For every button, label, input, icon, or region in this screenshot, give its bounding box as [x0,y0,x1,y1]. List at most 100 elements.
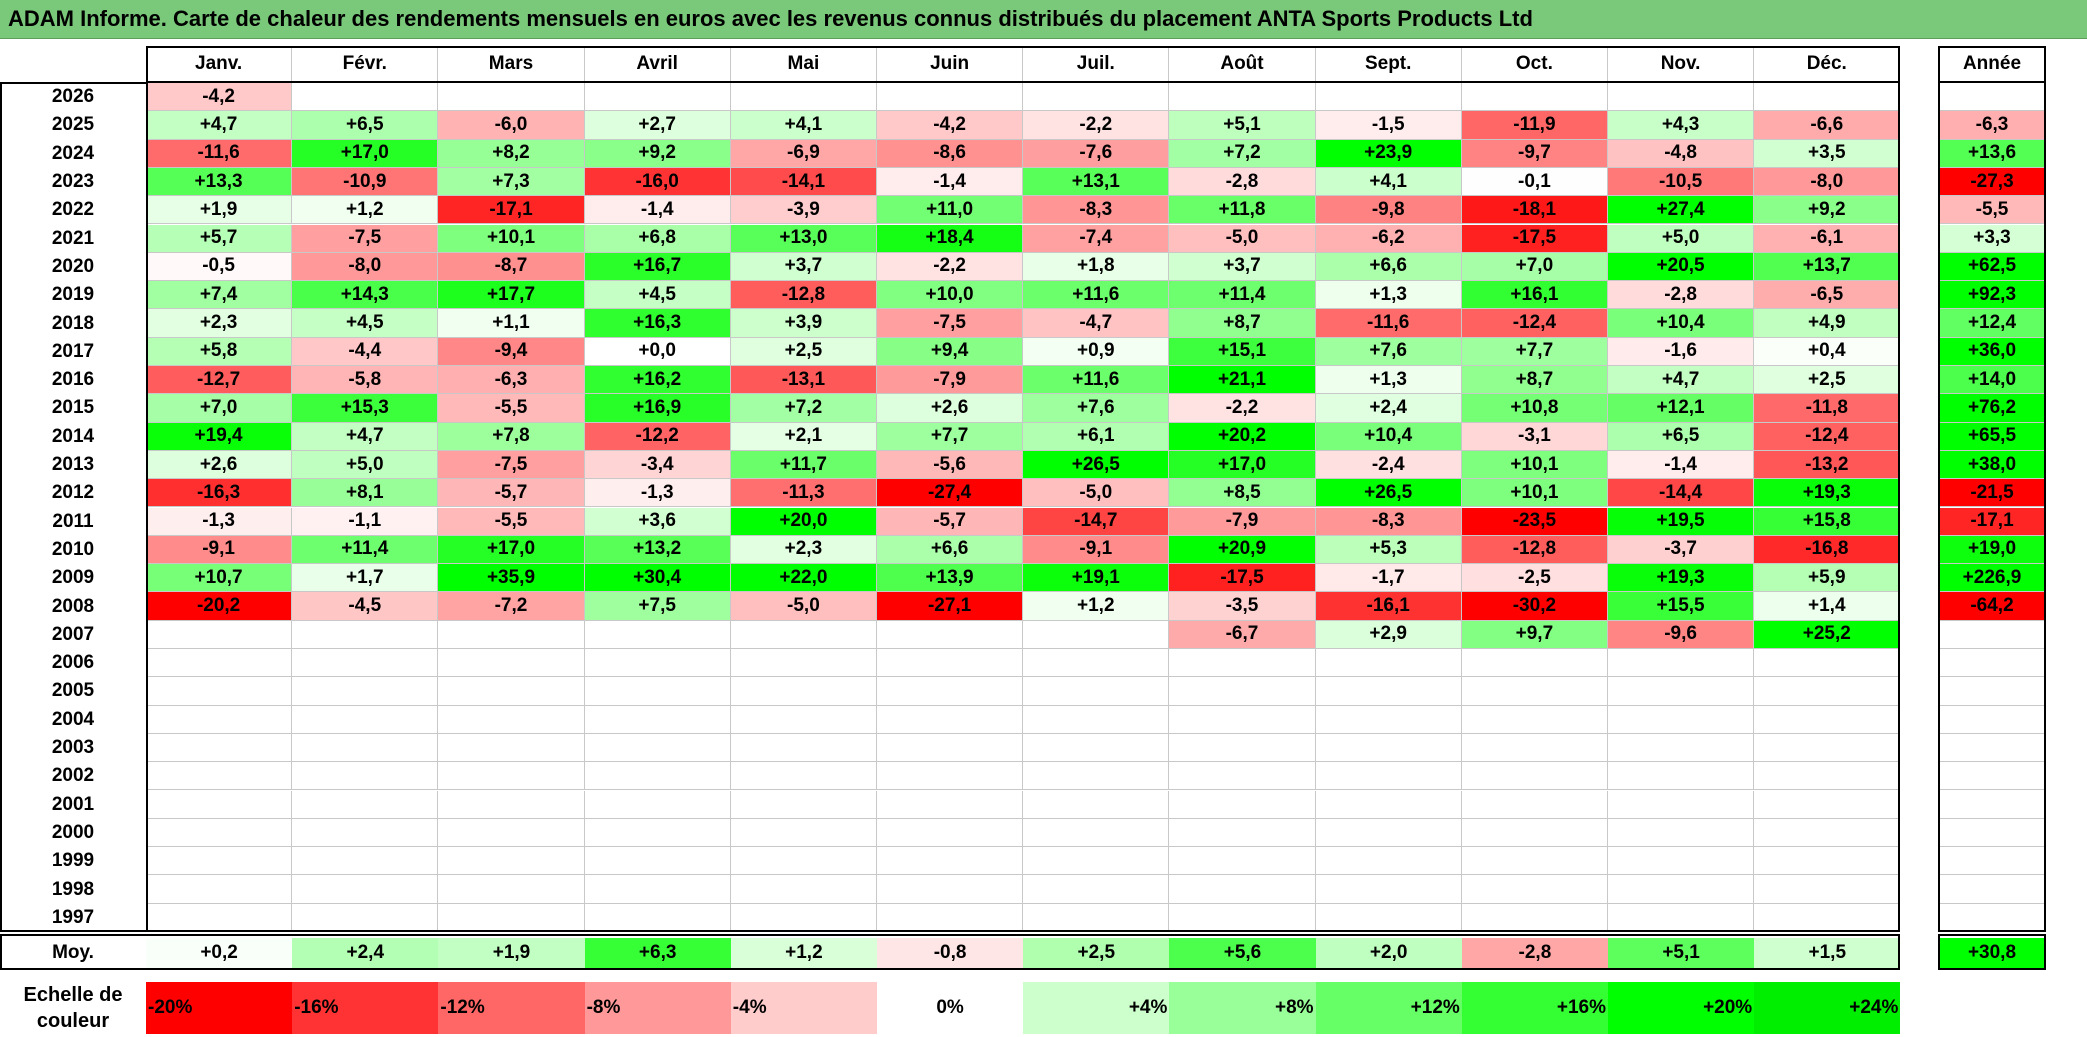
heatmap-cell: +3,7 [730,252,877,282]
heatmap-cell: +4,7 [292,422,439,451]
year-label: 2022 [51,199,95,221]
heatmap-cell [1608,903,1755,932]
color-scale-label-line1: Echelle de [23,984,123,1006]
heatmap-cell [438,705,585,734]
heatmap-cell [730,620,877,649]
heatmap-cell: +8,7 [1461,366,1608,395]
heatmap-cell: +16,2 [584,366,731,395]
heatmap-cell [438,847,585,876]
heatmap-cell: +11,7 [730,450,877,480]
heatmap-cell [1754,649,1901,678]
heatmap-cell: -6,9 [730,139,877,168]
heatmap-cell: +1,3 [1315,366,1462,395]
heatmap-cell: +2,1 [730,422,877,451]
average-cell: -0,8 [877,938,1024,968]
heatmap-cell: +5,1 [1169,111,1316,140]
heatmap-cell: -1,4 [584,196,731,225]
heatmap-cell [1023,847,1170,876]
heatmap-cell: -3,9 [730,196,877,225]
annual-cell [1938,621,2046,649]
heatmap-cell: -11,3 [730,479,877,508]
average-label: Moy. [52,942,94,963]
heatmap-cell [1169,705,1316,734]
heatmap-cell: -9,8 [1315,196,1462,225]
average-cell: +1,5 [1754,938,1901,968]
heatmap-cell: +26,5 [1023,450,1170,480]
heatmap-cell: -17,5 [1461,224,1608,253]
heatmap-cell [1023,705,1170,734]
annual-cell [1938,819,2046,848]
heatmap-cell [730,705,877,734]
heatmap-cell: -9,6 [1608,620,1755,649]
heatmap-cell: -14,4 [1608,479,1755,508]
heatmap-cell [1461,818,1608,848]
heatmap-cell: -11,9 [1461,111,1608,140]
heatmap-cell: -18,1 [1461,196,1608,225]
average-annual-cell: +30,8 [1938,938,2046,968]
chart-title: ADAM Informe. Carte de chaleur des rende… [8,6,1533,31]
heatmap-cell [1023,733,1170,763]
heatmap-cell [1461,649,1608,678]
heatmap-cell [584,875,731,904]
heatmap-cell: -1,5 [1315,111,1462,140]
heatmap-cell: +3,9 [730,309,877,338]
annual-cell [1938,904,2046,932]
year-label: 2017 [51,340,95,362]
annual-cell [1938,847,2046,876]
heatmap-cell [438,903,585,932]
month-header: Août [1169,46,1316,82]
heatmap-cell [1608,875,1755,904]
annual-cell: +92,3 [1938,281,2046,310]
heatmap-cell [1023,818,1170,848]
month-header: Sept. [1315,46,1462,82]
color-scale-stop: -16% [292,982,439,1034]
heatmap-cell [438,762,585,791]
heatmap-cell: +13,7 [1754,252,1901,282]
heatmap-cell [1754,677,1901,706]
heatmap-cell: -12,8 [1461,535,1608,565]
heatmap-cell: +4,1 [730,111,877,140]
heatmap-cell: -16,3 [146,479,293,508]
heatmap-cell: -7,9 [1169,507,1316,536]
heatmap-cell: -2,8 [1169,167,1316,197]
average-cell: +2,4 [292,938,439,968]
color-scale-stop: +4% [1023,982,1170,1034]
heatmap-cell: -6,5 [1754,281,1901,310]
average-cell: +2,0 [1315,938,1462,968]
heatmap-cell [1754,705,1901,734]
heatmap-cell: -8,3 [1023,196,1170,225]
heatmap-cell: +4,3 [1608,111,1755,140]
heatmap-cell [877,677,1024,706]
heatmap-cell: +0,9 [1023,337,1170,366]
heatmap-cell: -1,4 [1608,450,1755,480]
heatmap-cell: +6,6 [1315,252,1462,282]
heatmap-cell: -6,0 [438,111,585,140]
year-label: 2023 [51,171,95,193]
annual-cell [1938,677,2046,706]
heatmap-cell [1169,790,1316,819]
year-label: 2011 [52,510,94,532]
year-label: 2015 [51,397,95,419]
heatmap-cell [730,847,877,876]
heatmap-cell: +2,5 [730,337,877,366]
heatmap-cell [1608,847,1755,876]
heatmap-cell [1315,733,1462,763]
month-header: Avril [584,46,731,82]
year-label: 2013 [51,454,95,476]
heatmap-cell [1169,875,1316,904]
heatmap-cell: +7,0 [1461,252,1608,282]
annual-cell: +12,4 [1938,309,2046,338]
heatmap-cell [1169,677,1316,706]
heatmap-cell: -3,7 [1608,535,1755,565]
heatmap-cell [438,83,585,112]
heatmap-cell: -7,2 [438,592,585,621]
heatmap-cell: -9,7 [1461,139,1608,168]
heatmap-cell [1315,875,1462,904]
month-header: Déc. [1754,46,1901,82]
year-label: 2025 [51,114,95,136]
heatmap-cell: +7,5 [584,592,731,621]
color-scale-label-line2: couleur [36,1010,110,1032]
heatmap-cell: +10,1 [1461,479,1608,508]
heatmap-cell: -5,5 [438,507,585,536]
